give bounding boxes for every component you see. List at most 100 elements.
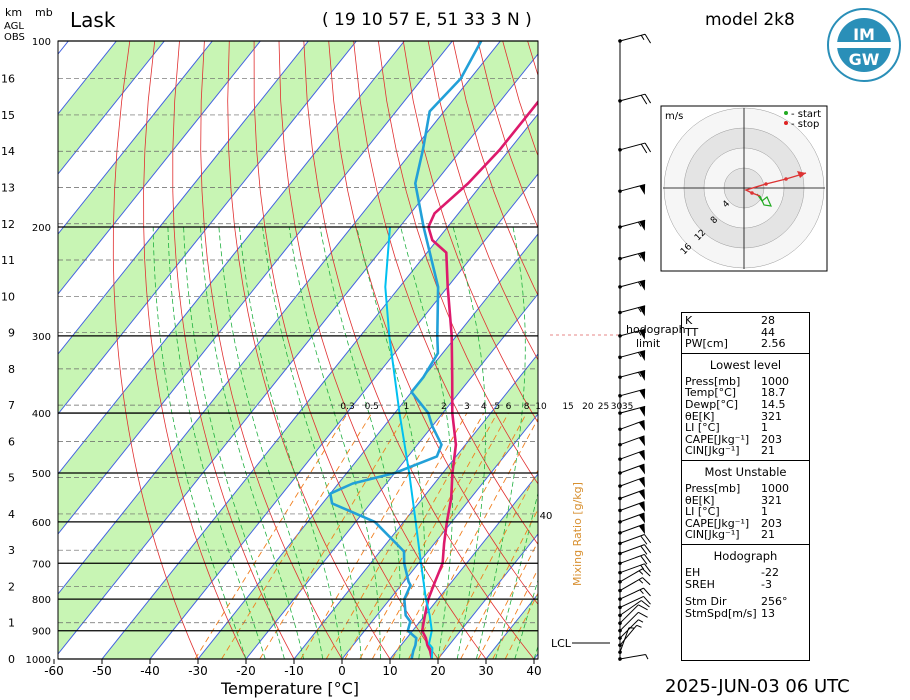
hodograph-start-dot: [784, 111, 788, 115]
index-value: 321: [761, 409, 782, 423]
wind-barb-staff: [619, 544, 645, 554]
wind-barb: [618, 624, 642, 648]
wind-barb-pennant: [638, 489, 646, 501]
index-row: K 28: [685, 315, 806, 327]
wind-barb-staff: [619, 305, 646, 313]
index-value: 1000: [761, 481, 789, 495]
mixing-ratio-line: [359, 412, 498, 659]
wind-barb: [618, 534, 652, 546]
mixing-ratio-tick-label: 30: [611, 402, 623, 412]
station-coordinates: ( 19 10 57 E, 51 33 3 N ): [322, 10, 532, 30]
height-label: 12: [1, 218, 15, 231]
wind-barb-pennant: [639, 220, 646, 231]
wind-barb-half: [638, 570, 644, 575]
wind-barb-full: [644, 534, 652, 544]
obs-label: OBS: [4, 32, 25, 43]
isotherm-line: [245, 293, 538, 659]
wind-barb: [618, 93, 652, 105]
isotherm-line: [58, 53, 538, 655]
mixing-ratio-line: [325, 412, 468, 659]
index-label: EH: [685, 565, 701, 579]
wind-barb-staff: [619, 449, 645, 460]
wind-barb-staff: [619, 577, 643, 592]
isotherm-line: [58, 41, 405, 475]
index-label: θE[K]: [685, 493, 715, 507]
agl-label: AGL: [4, 21, 24, 32]
isotherm-line: [58, 41, 453, 535]
height-label: 7: [8, 399, 15, 412]
isotherm-line: [58, 41, 309, 355]
index-label: Press[mb]: [685, 481, 741, 495]
mixing-ratio-tick-label: 10: [535, 402, 547, 412]
wind-barb-staff: [619, 142, 646, 151]
dry-adiabat: [452, 41, 538, 296]
mixing-ratio-tick-label: 4: [481, 402, 487, 412]
isotherm-line: [58, 41, 357, 415]
pressure-label: 800: [32, 595, 51, 606]
wind-barb-pennant: [639, 406, 646, 417]
height-label: 8: [8, 363, 15, 376]
wind-barb-staff: [619, 587, 644, 600]
height-label: 11: [1, 254, 15, 267]
height-label: 14: [1, 145, 15, 158]
indices-top-section: K 28 TT 44 PW[cm] 2.56: [682, 313, 809, 354]
index-label: LI [°C]: [685, 505, 720, 519]
isotherm-line: [293, 353, 538, 659]
logo-text-bottom: GW: [849, 50, 880, 69]
wind-barb: [618, 388, 646, 400]
isotherm-line: [58, 41, 261, 295]
wind-barb: [618, 512, 646, 524]
wind-barb-staff: [619, 369, 646, 378]
isotherm-line: [149, 173, 538, 659]
wind-barb-staff: [619, 33, 646, 42]
wind-barb-full: [644, 554, 652, 564]
pressure-label: 600: [32, 518, 51, 529]
height-label: 1: [8, 617, 15, 630]
mixing-ratio-axis-label: Mixing Ratio [g/kg]: [571, 482, 584, 586]
wind-barb: [618, 463, 646, 475]
x-tick-label: -10: [284, 664, 304, 678]
temperature-profile: [420, 99, 538, 659]
pressure-label: 500: [32, 469, 51, 480]
x-tick-label: 40: [526, 664, 541, 678]
dry-adiabat: [172, 41, 295, 659]
wind-barb-staff: [619, 563, 645, 574]
wind-barb-staff: [619, 553, 645, 564]
dry-adiabat: [328, 41, 538, 605]
mixing-ratio-tick-label: 0.5: [365, 402, 379, 412]
height-label: 10: [1, 290, 15, 303]
wind-barb-pennant: [639, 184, 646, 195]
wind-barb-half: [640, 35, 645, 41]
mixing-ratio-line: [259, 412, 407, 659]
mixing-ratio-line: [371, 412, 509, 659]
hodograph-point: [750, 191, 754, 195]
wind-barb-pennant: [639, 329, 646, 340]
lcl-label: LCL: [551, 637, 572, 650]
wind-barb-half: [637, 372, 642, 377]
section-title: Hodograph: [713, 548, 778, 563]
wind-barb: [618, 328, 646, 340]
moist-adiabat: [514, 578, 538, 659]
station-name: Lask: [70, 8, 116, 32]
wind-barb-staff: [619, 501, 645, 511]
isotherm-line: [197, 233, 538, 659]
dry-adiabat: [402, 41, 538, 424]
mixing-ratio-line: [392, 412, 528, 659]
x-tick-label: -50: [92, 664, 112, 678]
x-tick-label: 30: [478, 664, 493, 678]
plot-frame: [57, 40, 539, 660]
dry-adiabat: [227, 41, 391, 659]
dry-adiabat: [303, 41, 535, 659]
x-tick-label: -30: [188, 664, 208, 678]
logo-band: [837, 42, 891, 48]
wind-barb-half: [637, 307, 642, 313]
mixing-ratio-line: [300, 412, 445, 659]
x-tick-label: -40: [140, 664, 160, 678]
index-row: θE[K] 321: [685, 409, 806, 423]
height-label: 16: [1, 73, 15, 86]
isotherm-line: [58, 41, 213, 235]
km-axis-title: km: [5, 6, 22, 19]
pressure-label: 700: [32, 559, 51, 570]
wind-barb: [618, 501, 646, 513]
